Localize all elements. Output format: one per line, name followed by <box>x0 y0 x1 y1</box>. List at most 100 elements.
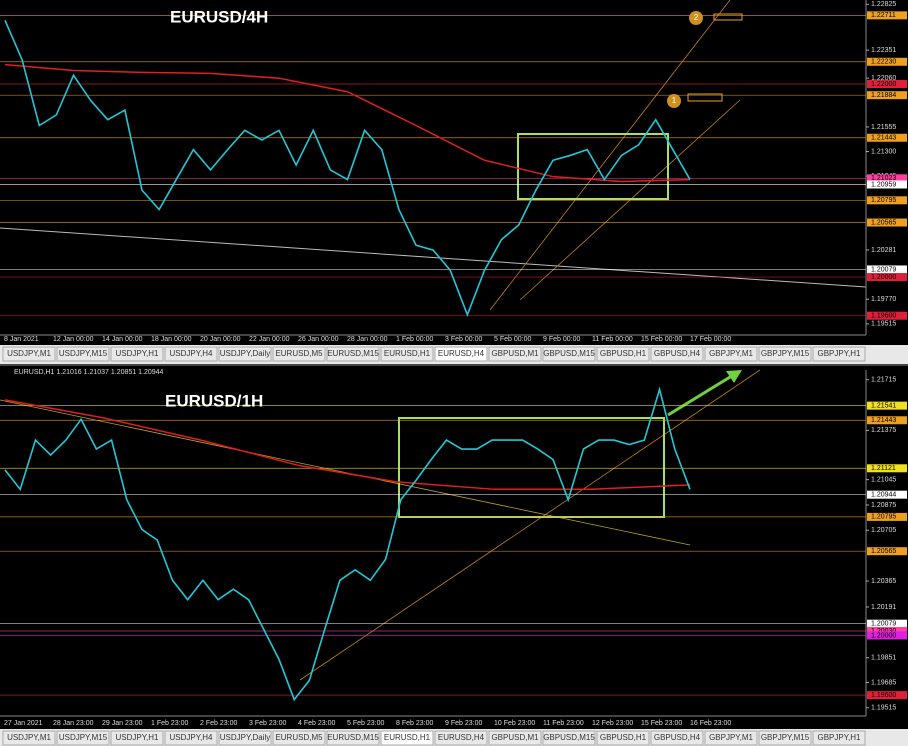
tab-label[interactable]: USDJPY,M1 <box>7 349 51 358</box>
range-box <box>517 133 669 200</box>
marker <box>689 11 703 25</box>
tab-label[interactable]: USDJPY,Daily <box>220 733 271 742</box>
tab-label[interactable]: GBPUSD,H4 <box>654 349 701 358</box>
tab-label[interactable]: GBPUSD,M1 <box>491 349 539 358</box>
tab-label[interactable]: GBPUSD,M1 <box>491 733 539 742</box>
time-label: 8 Jan 2021 <box>4 336 39 343</box>
tab[interactable] <box>488 346 542 362</box>
tab-label[interactable]: GBPJPY,M15 <box>761 733 810 742</box>
tab-label[interactable]: EURUSD,M5 <box>275 733 323 742</box>
price-label: 1.20281 <box>871 247 896 254</box>
time-label: 20 Jan 00:00 <box>200 336 241 343</box>
level-label: 1.20079 <box>871 621 896 628</box>
tab[interactable] <box>110 730 164 746</box>
tab-label[interactable]: GBPUSD,H1 <box>600 349 647 358</box>
time-label: 1 Feb 00:00 <box>396 336 433 343</box>
tab-label[interactable]: GBPUSD,H4 <box>654 733 701 742</box>
tab-label[interactable]: EURUSD,H1 <box>384 733 431 742</box>
tab[interactable] <box>326 346 380 362</box>
level-label: 1.20079 <box>871 266 896 273</box>
price-line <box>4 386 691 702</box>
tab-label[interactable]: USDJPY,M15 <box>59 349 108 358</box>
tab[interactable] <box>758 730 812 746</box>
tab[interactable] <box>704 346 758 362</box>
tab-label[interactable]: GBPJPY,M1 <box>709 349 753 358</box>
marker-label: 1 <box>672 96 677 105</box>
tab-label[interactable]: USDJPY,H4 <box>170 349 214 358</box>
tab-label[interactable]: EURUSD,M5 <box>275 349 323 358</box>
tab[interactable] <box>380 730 434 746</box>
tab-label[interactable]: USDJPY,H4 <box>170 733 214 742</box>
chart-header: EURUSD,H1 1.21016 1.21037 1.20851 1.2094… <box>14 369 164 376</box>
tab-label[interactable]: GBPUSD,H1 <box>600 733 647 742</box>
marker <box>667 94 681 108</box>
tab[interactable] <box>164 346 218 362</box>
tab[interactable] <box>326 730 380 746</box>
tab-label[interactable]: EURUSD,H4 <box>438 349 485 358</box>
tab[interactable] <box>542 346 596 362</box>
level-box <box>867 79 907 88</box>
time-label: 5 Feb 00:00 <box>494 336 531 343</box>
tab-label[interactable]: USDJPY,M1 <box>7 733 51 742</box>
tab-label[interactable]: USDJPY,M15 <box>59 733 108 742</box>
tab[interactable] <box>272 346 326 362</box>
tab-label[interactable]: EURUSD,M15 <box>327 349 379 358</box>
price-label: 1.20875 <box>871 502 896 509</box>
time-label: 2 Feb 23:00 <box>200 720 237 727</box>
level-label: 1.21443 <box>871 417 896 424</box>
tab[interactable] <box>110 346 164 362</box>
level-label: 1.20944 <box>871 492 896 499</box>
tab[interactable] <box>596 346 650 362</box>
tab-label[interactable]: EURUSD,M15 <box>327 733 379 742</box>
price-box <box>713 13 743 21</box>
tab[interactable] <box>218 346 272 362</box>
tab[interactable] <box>2 346 56 362</box>
tab[interactable] <box>488 730 542 746</box>
tab[interactable] <box>596 730 650 746</box>
trend-line <box>489 0 731 311</box>
time-label: 28 Jan 00:00 <box>347 336 388 343</box>
time-label: 27 Jan 2021 <box>4 720 43 727</box>
time-label: 14 Jan 00:00 <box>102 336 143 343</box>
tab-label[interactable]: USDJPY,H1 <box>116 349 160 358</box>
tab[interactable] <box>164 730 218 746</box>
tab[interactable] <box>380 346 434 362</box>
tab[interactable] <box>56 730 110 746</box>
tab[interactable] <box>650 730 704 746</box>
tab[interactable] <box>812 346 866 362</box>
ma-line <box>4 63 691 183</box>
tab-label[interactable]: GBPUSD,M15 <box>543 733 595 742</box>
tab[interactable] <box>434 730 488 746</box>
tab-label[interactable]: GBPJPY,H1 <box>818 349 862 358</box>
price-label: 1.21375 <box>871 427 896 434</box>
level-box <box>867 265 907 274</box>
tab[interactable] <box>272 730 326 746</box>
tab[interactable] <box>758 346 812 362</box>
time-label: 12 Feb 23:00 <box>592 720 633 727</box>
time-label: 4 Feb 23:00 <box>298 720 335 727</box>
tab-label[interactable]: EURUSD,H1 <box>384 349 431 358</box>
level-label: 1.20795 <box>871 197 896 204</box>
tab-label[interactable]: GBPUSD,M15 <box>543 349 595 358</box>
tab-label[interactable]: GBPJPY,H1 <box>818 733 862 742</box>
tab[interactable] <box>218 730 272 746</box>
tab[interactable] <box>2 730 56 746</box>
tab[interactable] <box>56 346 110 362</box>
price-label: 1.22351 <box>871 47 896 54</box>
price-label: 1.21715 <box>871 377 896 384</box>
arrow-head <box>726 370 742 383</box>
tab-label[interactable]: GBPJPY,M15 <box>761 349 810 358</box>
tab-label[interactable]: USDJPY,H1 <box>116 733 160 742</box>
tab-label[interactable]: GBPJPY,M1 <box>709 733 753 742</box>
level-label: 1.20030 <box>871 628 896 635</box>
tab[interactable] <box>434 346 488 362</box>
tab[interactable] <box>704 730 758 746</box>
tab[interactable] <box>650 346 704 362</box>
tab[interactable] <box>812 730 866 746</box>
time-label: 3 Feb 23:00 <box>249 720 286 727</box>
tab[interactable] <box>542 730 596 746</box>
tab-label[interactable]: EURUSD,H4 <box>438 733 485 742</box>
tab-label[interactable]: USDJPY,Daily <box>220 349 271 358</box>
